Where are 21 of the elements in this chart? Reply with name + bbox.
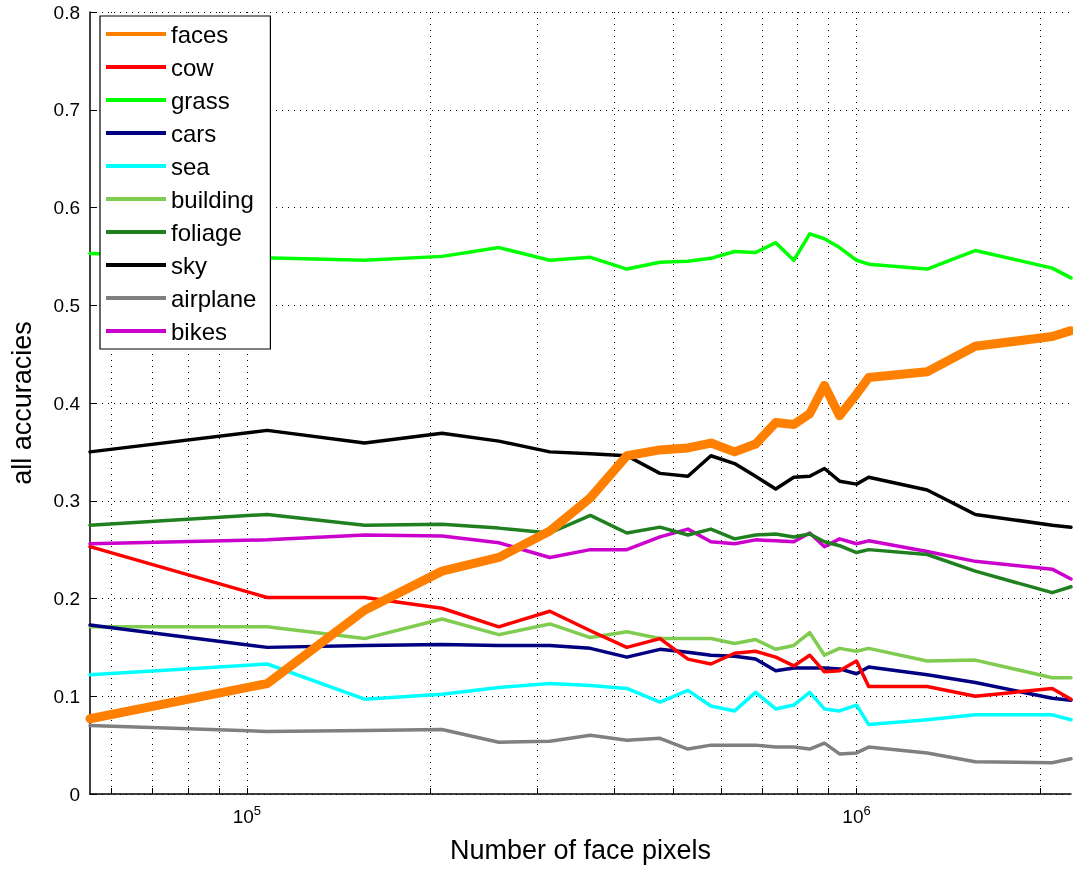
y-tick-label: 0.2 bbox=[53, 588, 80, 609]
legend-label: cars bbox=[171, 119, 217, 147]
legend-label: foliage bbox=[171, 218, 242, 246]
y-tick-label: 0.7 bbox=[53, 99, 80, 121]
legend-label: building bbox=[171, 185, 254, 213]
y-tick-label: 0 bbox=[69, 783, 80, 805]
y-axis-title: all accuracies bbox=[6, 321, 37, 485]
y-tick-label: 0.3 bbox=[53, 490, 80, 512]
x-axis-title: Number of face pixels bbox=[449, 834, 712, 865]
y-tick-label: 0.1 bbox=[53, 685, 80, 707]
legend-label: airplane bbox=[171, 284, 257, 312]
legend-label: bikes bbox=[171, 317, 228, 345]
y-tick-label: 0.6 bbox=[53, 197, 80, 218]
y-tick-label: 0.4 bbox=[53, 392, 81, 414]
legend-label: grass bbox=[171, 86, 230, 114]
legend-label: faces bbox=[171, 20, 229, 48]
legend-label: sky bbox=[171, 251, 207, 279]
y-tick-label: 0.8 bbox=[53, 1, 80, 23]
legend-label: sea bbox=[171, 152, 211, 180]
legend-label: cow bbox=[171, 53, 215, 81]
y-tick-label: 0.5 bbox=[53, 294, 80, 316]
